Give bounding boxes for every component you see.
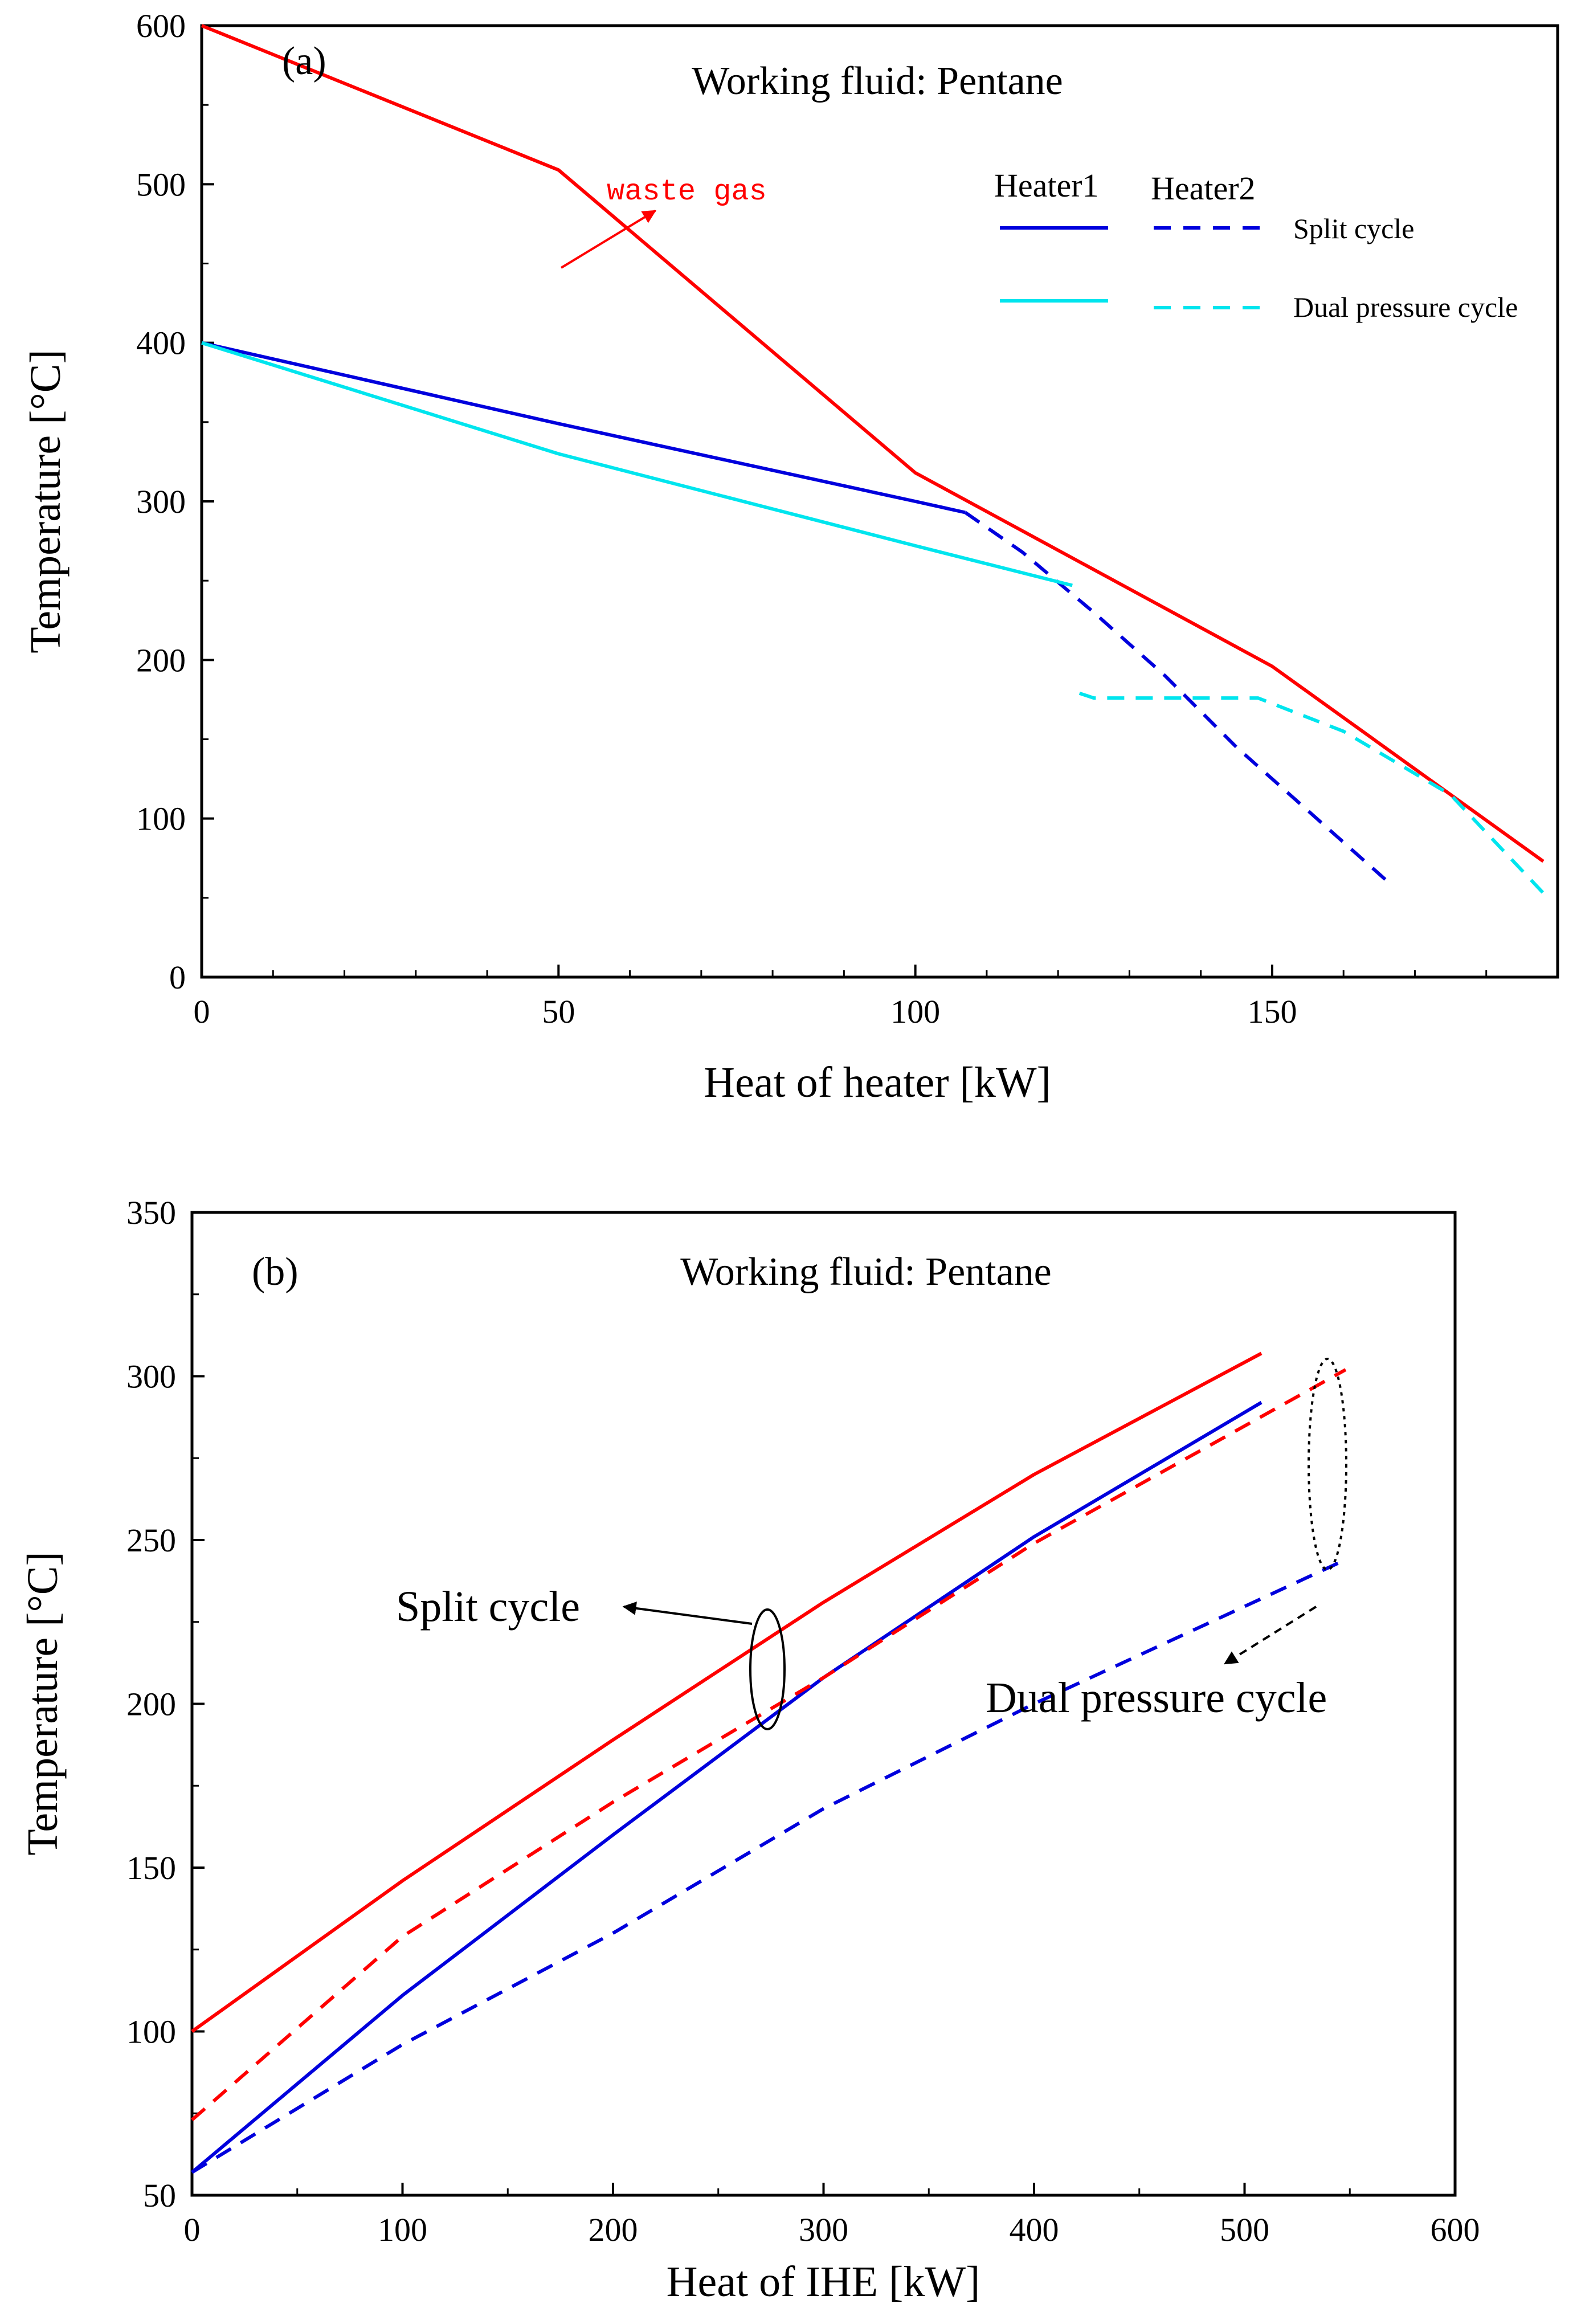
series-line-dual-pressure-cycle-heater2 [1078, 691, 1545, 895]
y-tick-label: 0 [169, 959, 186, 996]
x-tick-label: 500 [1220, 2211, 1269, 2248]
series-line-dual-pressure-cycle-heater1 [201, 341, 1073, 587]
y-tick-label: 200 [126, 1686, 176, 1723]
y-tick-label: 400 [136, 325, 186, 362]
y-tick-label: 600 [136, 7, 186, 44]
panel-a-label: (a) [282, 39, 326, 83]
dual-pressure-arrow [1223, 1606, 1317, 1665]
split-cycle-arrow [622, 1601, 753, 1625]
dual-pressure-annotation: Dual pressure cycle [986, 1674, 1327, 1722]
waste-gas-label: waste gas [607, 175, 767, 209]
legend-header-heater1: Heater1 [994, 167, 1099, 204]
x-tick-label: 0 [184, 2211, 201, 2248]
x-tick-label: 0 [194, 993, 210, 1030]
y-tick-label: 100 [126, 2013, 176, 2051]
series-line-split-cycle-hot-side [191, 1351, 1263, 2033]
x-tick-label: 100 [378, 2211, 427, 2248]
legend-header-heater2: Heater2 [1151, 170, 1256, 207]
x-tick-label: 200 [589, 2211, 638, 2248]
legend-label-dual: Dual pressure cycle [1293, 291, 1518, 323]
panel-a-title: Working fluid: Pentane [692, 59, 1063, 103]
series-line-dual-pressure-cycle-hot-side [191, 1368, 1347, 2122]
legend-label-split: Split cycle [1293, 213, 1414, 244]
x-tick-label: 50 [542, 993, 575, 1030]
series-group-b [191, 1351, 1347, 2174]
series-line-split-cycle-heater1 [201, 341, 966, 514]
x-tick-label: 150 [1247, 993, 1297, 1030]
axis-ticks-b: 0 100 200 300 400 500 600 50 100 150 200 250 300 350 [126, 1194, 1480, 2248]
x-tick-label: 400 [1010, 2211, 1059, 2248]
x-axis-title-b: Heat of IHE [kW] [667, 2258, 980, 2306]
y-tick-label: 300 [136, 483, 186, 520]
dual-pressure-ellipse [1308, 1358, 1347, 1571]
panel-b-title: Working fluid: Pentane [680, 1250, 1051, 1294]
y-tick-label: 300 [126, 1358, 176, 1395]
x-axis-title-a: Heat of heater [kW] [704, 1059, 1051, 1106]
y-tick-label: 100 [136, 800, 186, 838]
y-tick-label: 200 [136, 642, 186, 679]
x-tick-label: 100 [890, 993, 940, 1030]
split-cycle-annotation: Split cycle [396, 1583, 580, 1631]
plot-frame-a [200, 24, 1559, 979]
y-axis-title-a: Temperature [°C] [22, 349, 70, 654]
chart-panel-b: 0 100 200 300 400 500 60050100150200250300350 … [19, 1194, 1480, 2306]
x-tick-label: 600 [1431, 2211, 1480, 2248]
panel-b-label: (b) [252, 1250, 299, 1294]
chart-panel-a: 0 50 100 150 0 100 200 300 400 500 600 (a) Working… [22, 7, 1559, 1106]
y-tick-label: 350 [126, 1194, 176, 1231]
series-line-split-cycle-cold-side [191, 1400, 1263, 2174]
series-line-waste-gas [201, 24, 1545, 863]
y-tick-label: 250 [126, 1522, 176, 1559]
series-line-dual-pressure-cycle-cold-side [191, 1558, 1347, 2174]
y-tick-label: 50 [143, 2177, 176, 2214]
y-tick-label: 500 [136, 166, 186, 203]
y-tick-label: 150 [126, 1849, 176, 1886]
y-axis-title-b: Temperature [°C] [19, 1551, 67, 1856]
series-group-a [201, 24, 1545, 895]
axis-ticks-a: 0 50 100 150 0 100 200 300 400 500 600 [136, 7, 1559, 1030]
series-line-split-cycle-heater2 [964, 511, 1395, 888]
waste-gas-arrow [560, 210, 657, 269]
x-tick-label: 300 [799, 2211, 848, 2248]
legend-a: Heater1 Heater2 Split cycle Dual pressur… [994, 167, 1518, 323]
split-cycle-ellipse [749, 1608, 786, 1730]
